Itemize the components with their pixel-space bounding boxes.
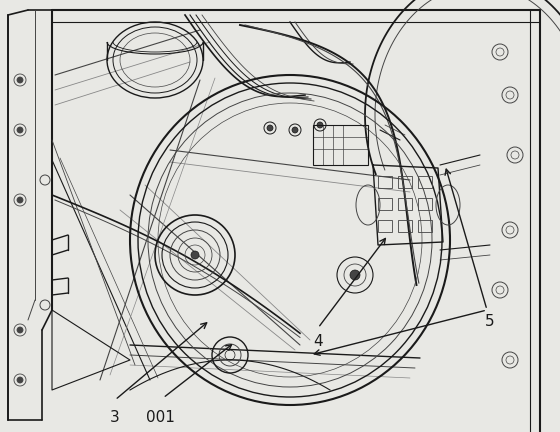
Circle shape — [191, 251, 199, 259]
Text: 5: 5 — [485, 314, 495, 330]
Circle shape — [17, 77, 23, 83]
Circle shape — [17, 377, 23, 383]
Bar — [398, 176, 412, 188]
Bar — [418, 198, 432, 210]
Bar — [378, 220, 392, 232]
Bar — [312, 125, 367, 165]
Circle shape — [17, 327, 23, 333]
Text: 4: 4 — [313, 334, 323, 349]
Circle shape — [17, 197, 23, 203]
Bar — [418, 220, 432, 232]
Circle shape — [267, 125, 273, 131]
Bar — [418, 176, 432, 188]
Text: 001: 001 — [146, 410, 174, 426]
Circle shape — [17, 127, 23, 133]
Text: 3: 3 — [110, 410, 120, 426]
Circle shape — [317, 122, 323, 128]
Bar — [398, 220, 412, 232]
Bar — [378, 198, 392, 210]
Circle shape — [350, 270, 360, 280]
Circle shape — [292, 127, 298, 133]
Bar — [398, 198, 412, 210]
Bar — [378, 176, 392, 188]
